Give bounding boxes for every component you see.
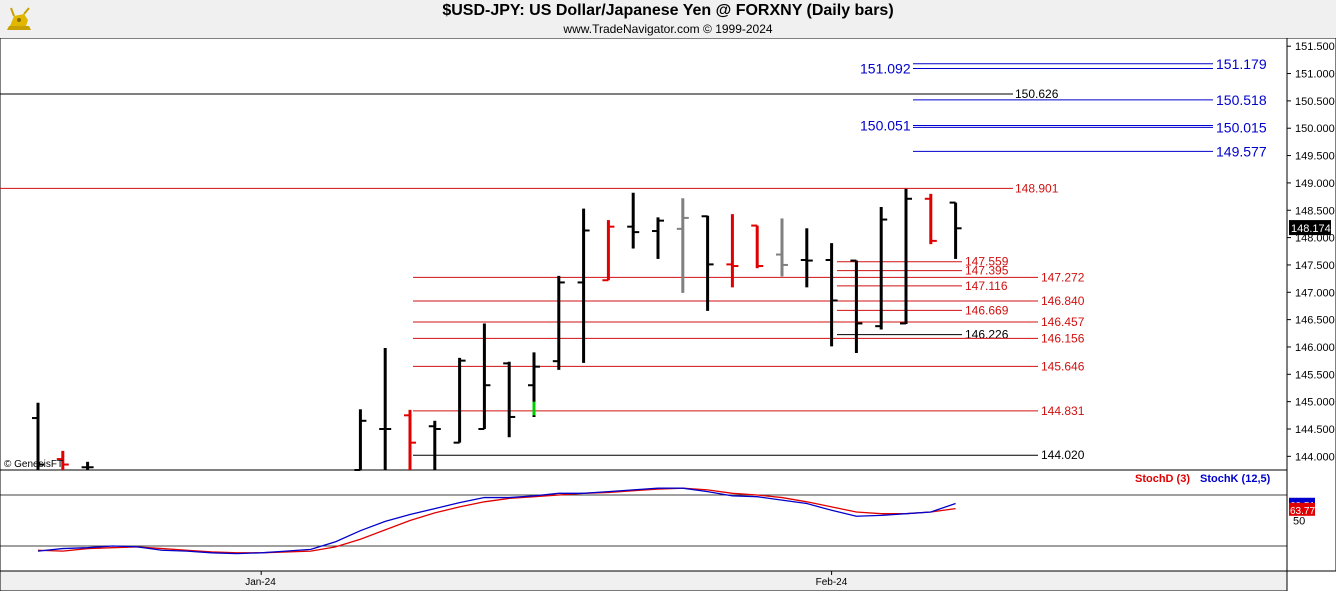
- level-label: 149.577: [1216, 143, 1267, 159]
- current-price-label: 148.174: [1291, 223, 1331, 235]
- x-tick-label: Jan-24: [245, 577, 276, 588]
- chart-title: $USD-JPY: US Dollar/Japanese Yen @ FORXN…: [442, 2, 894, 19]
- level-label: 151.092: [860, 61, 911, 77]
- level-label: 145.646: [1041, 359, 1085, 373]
- y-tick-label: 147.000: [1295, 287, 1335, 299]
- level-label: 146.226: [965, 328, 1009, 342]
- y-tick-label: 145.500: [1295, 369, 1335, 381]
- stoch-y-tick-label: 50: [1293, 516, 1305, 528]
- level-label: 146.457: [1041, 315, 1085, 329]
- y-tick-label: 144.000: [1295, 451, 1335, 463]
- y-tick-label: 147.500: [1295, 260, 1335, 272]
- chart-header: $USD-JPY: US Dollar/Japanese Yen @ FORXN…: [0, 0, 1336, 38]
- level-label: 146.156: [1041, 331, 1085, 345]
- level-label: 147.559: [965, 255, 1009, 269]
- current-price-box: [1289, 220, 1331, 236]
- y-tick-label: 149.500: [1295, 151, 1335, 163]
- stochastic-pane: [0, 469, 1288, 572]
- level-label: 150.518: [1216, 92, 1267, 108]
- level-label: 150.626: [1015, 87, 1059, 101]
- level-label: 146.669: [965, 303, 1009, 317]
- level-label: 151.179: [1216, 56, 1267, 72]
- chart-subtitle: www.TradeNavigator.com © 1999-2024: [563, 22, 773, 36]
- stoch-k-legend: StochK (12,5): [1200, 473, 1271, 485]
- level-label: 144.020: [1041, 448, 1085, 462]
- level-label: 150.051: [860, 117, 911, 133]
- y-tick-label: 150.500: [1295, 96, 1335, 108]
- stoch-d-line[interactable]: [37, 487, 956, 554]
- y-tick-label: 149.000: [1295, 178, 1335, 190]
- level-label: 148.901: [1015, 181, 1059, 195]
- y-tick-label: 151.000: [1295, 69, 1335, 81]
- y-tick-label: 151.500: [1295, 41, 1335, 53]
- y-tick-label: 146.000: [1295, 342, 1335, 354]
- y-tick-label: 148.500: [1295, 205, 1335, 217]
- stoch-d-value: 63.77: [1290, 506, 1315, 517]
- copyright-label: © GenesisFT: [4, 459, 63, 470]
- y-tick-label: 145.000: [1295, 397, 1335, 409]
- stoch-d-legend: StochD (3): [1135, 473, 1190, 485]
- level-label: 144.831: [1041, 404, 1085, 418]
- level-label: 146.840: [1041, 294, 1085, 308]
- level-label: 150.015: [1216, 119, 1267, 135]
- price-pane: [0, 37, 1288, 471]
- y-tick-label: 144.500: [1295, 424, 1335, 436]
- level-label: 147.395: [965, 264, 1009, 278]
- level-label: 147.272: [1041, 270, 1085, 284]
- y-tick-label: 150.000: [1295, 123, 1335, 135]
- price-axis: [1286, 37, 1336, 572]
- gold-bull-logo-icon: [7, 7, 31, 30]
- date-axis: [0, 570, 1288, 591]
- stoch-d-value-box: [1289, 502, 1315, 516]
- x-tick-label: Feb-24: [816, 577, 848, 588]
- level-label: 147.116: [965, 279, 1008, 293]
- y-tick-label: 148.000: [1295, 233, 1335, 245]
- stoch-k-line[interactable]: [37, 487, 956, 555]
- y-tick-label: 146.500: [1295, 315, 1335, 327]
